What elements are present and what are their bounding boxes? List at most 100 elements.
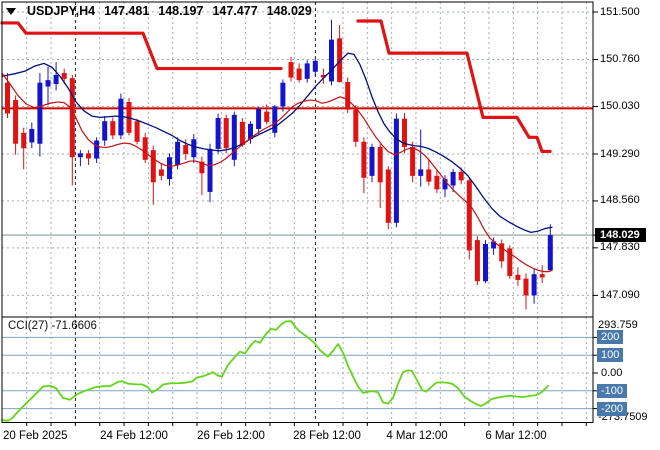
- price-axis-label: 151.500: [600, 5, 640, 18]
- candle-body: [312, 60, 318, 72]
- cci-level-chip: -100: [597, 383, 628, 398]
- candle-body: [483, 243, 488, 282]
- candle-body: [337, 38, 343, 83]
- candle-body: [86, 153, 91, 159]
- candle-body: [29, 128, 35, 143]
- candle-body: [426, 169, 432, 182]
- candle-body: [353, 109, 359, 142]
- candle-body: [21, 132, 27, 149]
- candle-body: [61, 73, 67, 79]
- candle-body: [5, 82, 10, 114]
- symbol-dropdown-icon[interactable]: [6, 7, 16, 15]
- candle-body: [531, 274, 537, 296]
- candle-body: [69, 78, 75, 158]
- candle-body: [329, 39, 334, 82]
- candle-body: [369, 146, 375, 176]
- price-axis-label: 150.760: [600, 53, 640, 66]
- candle-body: [13, 100, 19, 144]
- price-axis-label: 150.030: [600, 99, 640, 112]
- candle-body: [207, 148, 213, 192]
- candle-body: [539, 274, 545, 278]
- candle-body: [491, 241, 497, 249]
- time-axis-label: 6 Mar 12:00: [485, 430, 547, 442]
- candle-body: [53, 74, 59, 84]
- ma-slow-line: [1, 52, 553, 234]
- candle-body: [547, 235, 553, 271]
- candle-body: [110, 121, 116, 136]
- cci-max-label: 293.759: [598, 318, 638, 331]
- candle-body: [458, 172, 464, 181]
- candle-body: [377, 146, 383, 183]
- ma-fast-line: [1, 72, 553, 273]
- candle-body: [361, 141, 367, 178]
- candle-body: [158, 169, 164, 176]
- candle-body: [385, 169, 391, 223]
- candle-body: [288, 62, 294, 78]
- current-price-tag: 148.029: [595, 228, 646, 243]
- symbol-header: USDJPY,H4 147.481 148.197 147.477 148.02…: [6, 4, 312, 18]
- candle-body: [466, 180, 472, 251]
- cci-panel-border: [1, 316, 594, 423]
- candle-body: [37, 82, 43, 144]
- candle-body: [167, 157, 172, 180]
- candle-body: [280, 82, 286, 107]
- candle-body: [142, 137, 148, 160]
- indicator-label: CCI(27) -71.6606: [8, 320, 97, 332]
- candle-body: [304, 63, 310, 79]
- time-axis-label: 24 Feb 12:00: [100, 430, 168, 442]
- symbol-period-label: USDJPY,H4: [27, 4, 96, 18]
- candle-body: [256, 109, 262, 129]
- ohlc-low: 147.477: [212, 4, 258, 18]
- candle-body: [248, 123, 253, 140]
- candle-body: [474, 240, 480, 282]
- candle-body: [320, 74, 326, 78]
- candle-body: [507, 248, 513, 277]
- price-axis-label: 147.090: [600, 288, 640, 301]
- candle-body: [418, 169, 424, 176]
- candle-body: [175, 141, 181, 165]
- stop-step-line: [0, 21, 283, 71]
- cci-level-chip: 200: [597, 330, 624, 345]
- candle-body: [223, 118, 229, 149]
- candle-body: [191, 139, 197, 158]
- cci-zero-label: 0.00: [601, 366, 623, 379]
- ohlc-close: 148.029: [266, 4, 312, 18]
- candle-body: [77, 153, 83, 158]
- candle-body: [215, 118, 221, 149]
- candle-body: [231, 114, 237, 160]
- candle-body: [434, 175, 440, 190]
- candle-body: [402, 118, 407, 147]
- stop-step-line: [356, 19, 552, 154]
- price-axis-label: 147.830: [600, 241, 640, 254]
- candle-body: [272, 106, 278, 133]
- candle-body: [450, 172, 456, 186]
- price-axis-label: 149.290: [600, 147, 640, 160]
- time-axis-label: 28 Feb 12:00: [293, 430, 361, 442]
- candle-body: [410, 146, 416, 176]
- candle-body: [345, 82, 351, 110]
- ohlc-open: 147.481: [104, 4, 150, 18]
- candle-body: [199, 161, 205, 174]
- price-axis-label: 148.560: [600, 194, 640, 207]
- time-axis-label: 26 Feb 12:00: [197, 430, 265, 442]
- time-axis-label: 20 Feb 2025: [3, 430, 68, 442]
- candle-body: [134, 121, 140, 142]
- cci-level-chip: -200: [597, 401, 628, 416]
- cci-line: [1, 320, 549, 422]
- candle-body: [45, 80, 51, 87]
- candle-body: [515, 274, 521, 280]
- candle-body: [239, 121, 245, 146]
- candle-body: [523, 278, 529, 296]
- candle-body: [183, 145, 189, 155]
- candle-body: [296, 68, 302, 81]
- candle-body: [150, 150, 156, 183]
- time-axis-label: 4 Mar 12:00: [386, 430, 448, 442]
- candle-body: [264, 111, 270, 122]
- cci-level-chip: 100: [597, 348, 624, 363]
- ohlc-high: 148.197: [158, 4, 204, 18]
- candle-body: [94, 140, 100, 159]
- candle-body: [499, 243, 505, 262]
- candle-body: [102, 121, 108, 141]
